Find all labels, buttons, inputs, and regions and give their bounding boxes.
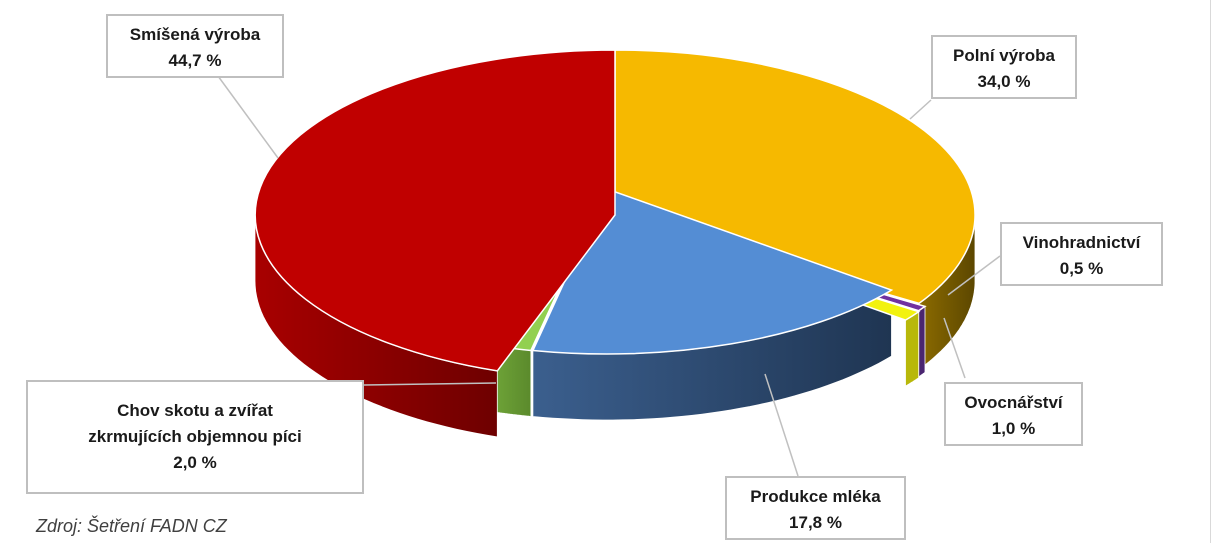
label-vino-name: Vinohradnictví xyxy=(1022,233,1141,252)
slice-side-ovocnarstvi xyxy=(905,310,920,387)
leader-lines xyxy=(217,75,1001,477)
label-mleko-value: 17,8 % xyxy=(789,513,842,532)
leader-line-skot xyxy=(363,382,497,386)
label-smisena-value: 44,7 % xyxy=(168,51,222,70)
label-ovoc-value: 1,0 % xyxy=(991,419,1036,438)
label-skot-name-line2: zkrmujících objemnou píci xyxy=(88,427,302,446)
label-ovoc-name: Ovocnářství xyxy=(964,393,1063,412)
leader-line-ovoc xyxy=(943,317,966,379)
label-skot-value: 2,0 % xyxy=(173,453,217,472)
label-ovocnarstvi: Ovocnářství 1,0 % xyxy=(944,382,1083,446)
leader-line-smisena xyxy=(217,75,279,159)
leader-line-vino xyxy=(947,255,1001,296)
label-polni-name: Polní výroba xyxy=(952,46,1056,65)
leader-line-mleko xyxy=(764,373,799,477)
leader-line-polni xyxy=(909,99,932,120)
slice-produkce-mleka xyxy=(531,188,894,355)
slice-smisena-vyroba xyxy=(254,49,616,372)
label-skot-name-line1: Chov skotu a zvířat xyxy=(117,401,273,420)
source-note: Zdroj: Šetření FADN CZ xyxy=(36,516,227,536)
label-chov-skotu: Chov skotu a zvířat zkrmujících objemnou… xyxy=(26,380,364,494)
label-produkce-mleka: Produkce mléka 17,8 % xyxy=(725,476,906,540)
pie-slices xyxy=(254,49,976,372)
label-smisena-vyroba: Smíšená výroba 44,7 % xyxy=(106,14,284,78)
label-vino-value: 0,5 % xyxy=(1059,259,1104,278)
label-smisena-name: Smíšená výroba xyxy=(129,25,261,44)
label-polni-vyroba: Polní výroba 34,0 % xyxy=(931,35,1077,99)
slice-side-vinohradnictvi xyxy=(918,305,926,378)
label-vinohradnictvi: Vinohradnictví 0,5 % xyxy=(1000,222,1163,286)
label-polni-value: 34,0 % xyxy=(977,72,1031,91)
label-mleko-name: Produkce mléka xyxy=(750,487,881,506)
